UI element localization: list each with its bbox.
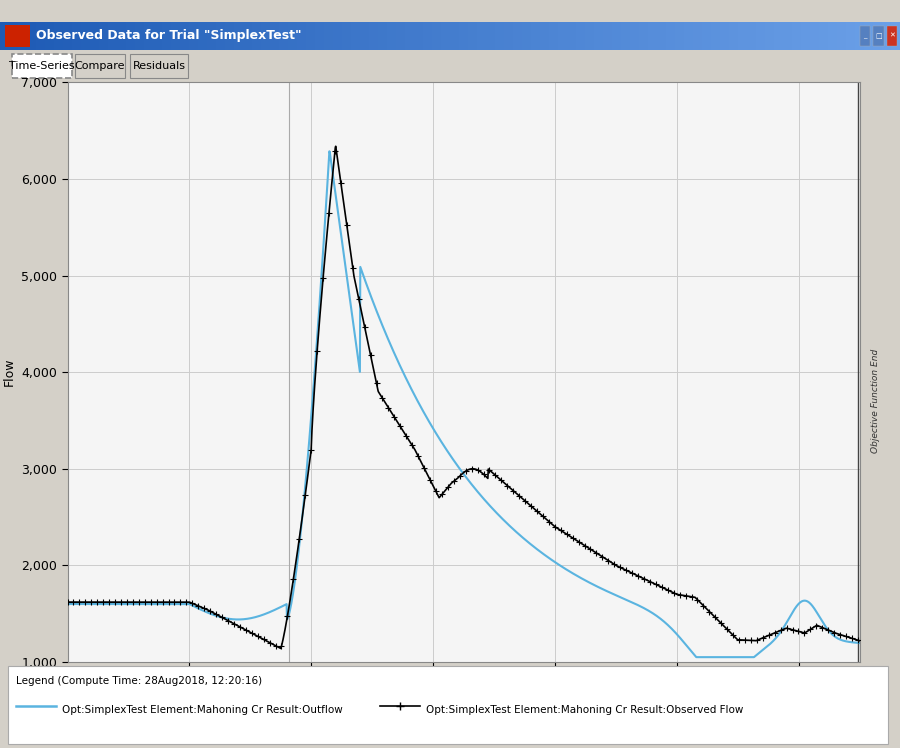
FancyBboxPatch shape — [130, 54, 188, 79]
Text: Observed Data for Trial "SimplexTest": Observed Data for Trial "SimplexTest" — [36, 29, 302, 43]
Text: Objective Function End: Objective Function End — [871, 349, 880, 453]
Opt:SimplexTest Element:Mahoning Cr Result:Observed Flow — [103, 598, 113, 607]
Opt:SimplexTest Element:Mahoning Cr Result:Outflow — [832, 634, 842, 643]
Bar — [886, 26, 897, 46]
Text: Opt:SimplexTest Element:Mahoning Cr Result:Observed Flow: Opt:SimplexTest Element:Mahoning Cr Resu… — [426, 705, 743, 715]
Opt:SimplexTest Element:Mahoning Cr Result:Outflow — [324, 147, 335, 156]
Opt:SimplexTest Element:Mahoning Cr Result:Outflow — [62, 600, 73, 609]
Opt:SimplexTest Element:Mahoning Cr Result:Outflow — [103, 600, 113, 609]
Opt:SimplexTest Element:Mahoning Cr Result:Observed Flow — [62, 598, 73, 607]
Opt:SimplexTest Element:Mahoning Cr Result:Outflow — [686, 647, 697, 656]
Bar — [873, 26, 884, 46]
Opt:SimplexTest Element:Mahoning Cr Result:Outflow — [427, 422, 437, 431]
Opt:SimplexTest Element:Mahoning Cr Result:Observed Flow — [427, 480, 437, 489]
Opt:SimplexTest Element:Mahoning Cr Result:Observed Flow — [687, 592, 698, 601]
Opt:SimplexTest Element:Mahoning Cr Result:Observed Flow — [330, 142, 341, 151]
FancyBboxPatch shape — [75, 54, 125, 79]
X-axis label: Apr1994: Apr1994 — [437, 690, 490, 702]
Bar — [860, 26, 870, 46]
Opt:SimplexTest Element:Mahoning Cr Result:Outflow — [854, 639, 865, 648]
Text: ✕: ✕ — [889, 33, 895, 39]
Text: Residuals: Residuals — [132, 61, 185, 71]
FancyBboxPatch shape — [12, 54, 72, 79]
Text: Compare: Compare — [75, 61, 125, 71]
Opt:SimplexTest Element:Mahoning Cr Result:Observed Flow — [448, 477, 459, 486]
Line: Opt:SimplexTest Element:Mahoning Cr Result:Observed Flow: Opt:SimplexTest Element:Mahoning Cr Resu… — [68, 147, 860, 649]
Text: Opt:SimplexTest Element:Mahoning Cr Result:Outflow: Opt:SimplexTest Element:Mahoning Cr Resu… — [62, 705, 343, 715]
Text: Time-Series: Time-Series — [9, 61, 75, 71]
Text: Legend (Compute Time: 28Aug2018, 12:20:16): Legend (Compute Time: 28Aug2018, 12:20:1… — [16, 676, 262, 686]
Line: Opt:SimplexTest Element:Mahoning Cr Result:Outflow: Opt:SimplexTest Element:Mahoning Cr Resu… — [68, 151, 860, 657]
Opt:SimplexTest Element:Mahoning Cr Result:Observed Flow — [275, 644, 286, 653]
Opt:SimplexTest Element:Mahoning Cr Result:Observed Flow — [854, 637, 865, 646]
Opt:SimplexTest Element:Mahoning Cr Result:Observed Flow — [832, 629, 842, 638]
Y-axis label: Flow: Flow — [3, 358, 15, 387]
Text: _: _ — [863, 33, 867, 39]
Opt:SimplexTest Element:Mahoning Cr Result:Outflow — [447, 455, 458, 464]
Opt:SimplexTest Element:Mahoning Cr Result:Observed Flow — [832, 629, 842, 638]
Opt:SimplexTest Element:Mahoning Cr Result:Outflow — [691, 653, 702, 662]
Opt:SimplexTest Element:Mahoning Cr Result:Outflow — [832, 634, 842, 643]
Bar — [4, 25, 30, 47]
Text: □: □ — [875, 33, 882, 39]
